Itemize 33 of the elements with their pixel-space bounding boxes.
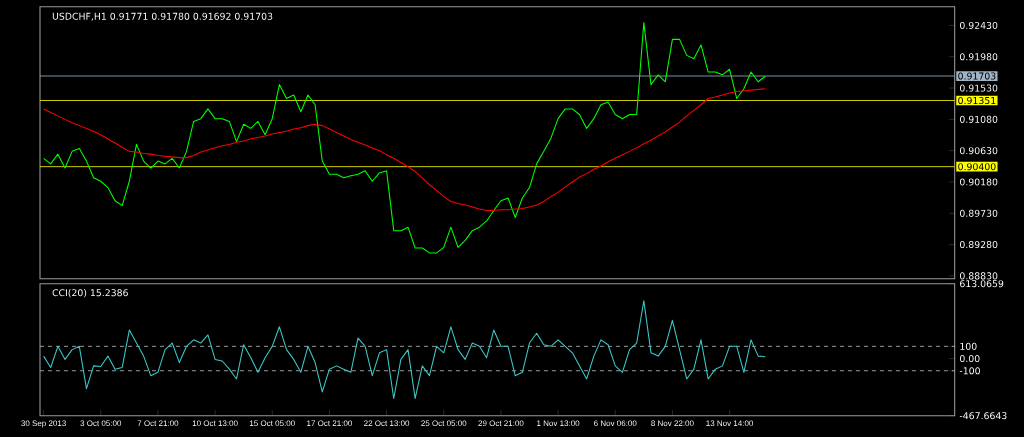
y-tick-label: 0.89730 xyxy=(959,209,998,217)
x-tick-label: 25 Oct 05:00 xyxy=(421,420,467,427)
y-tick-label: 0.92430 xyxy=(959,21,998,29)
y-tick-label: 0.91980 xyxy=(959,53,998,61)
y-tick-label: 0.88830 xyxy=(959,272,998,280)
y-tick-label: 0.89280 xyxy=(959,241,998,249)
x-tick-label: 6 Nov 06:00 xyxy=(594,420,637,427)
y-tick-label: 0.90180 xyxy=(959,178,998,186)
x-tick-label: 22 Oct 13:00 xyxy=(364,420,410,427)
line-series xyxy=(43,22,766,254)
x-tick-label: 7 Oct 21:00 xyxy=(137,420,179,427)
y-tick-label: 0.91530 xyxy=(959,84,998,92)
x-tick-label: 29 Oct 21:00 xyxy=(478,420,524,427)
y-tick-label: -100 xyxy=(959,367,980,375)
x-tick-label: 15 Oct 05:00 xyxy=(249,420,295,427)
y-tick-label: 0.91080 xyxy=(959,115,998,123)
text: USDCHF,H1 0.91771 0.91780 0.91692 0.91703 xyxy=(52,12,273,21)
x-tick-label: 10 Oct 13:00 xyxy=(192,420,238,427)
text: CCI(20) 15.2386 xyxy=(52,289,128,298)
y-tick-label: 100 xyxy=(960,342,977,350)
x-tick-label: 1 Nov 13:00 xyxy=(537,420,580,427)
y-tick-label: 0.00 xyxy=(959,355,980,363)
ref-line-label: 0.91703 xyxy=(958,72,996,80)
x-tick-label: 17 Oct 21:00 xyxy=(307,420,352,427)
ref-line-label: 0.90400 xyxy=(958,163,996,171)
y-tick-label: 613.0659 xyxy=(960,280,1004,288)
x-tick-label: 3 Oct 05:00 xyxy=(80,420,122,427)
y-tick-label: -467.6643 xyxy=(959,412,1007,420)
ref-line-label: 0.91351 xyxy=(958,96,996,105)
y-tick-label: 0.90630 xyxy=(959,147,998,155)
x-tick-label: 8 Nov 22:00 xyxy=(651,420,694,427)
x-tick-label: 13 Nov 14:00 xyxy=(706,420,754,427)
x-tick-label: 30 Sep 2013 xyxy=(21,420,66,428)
